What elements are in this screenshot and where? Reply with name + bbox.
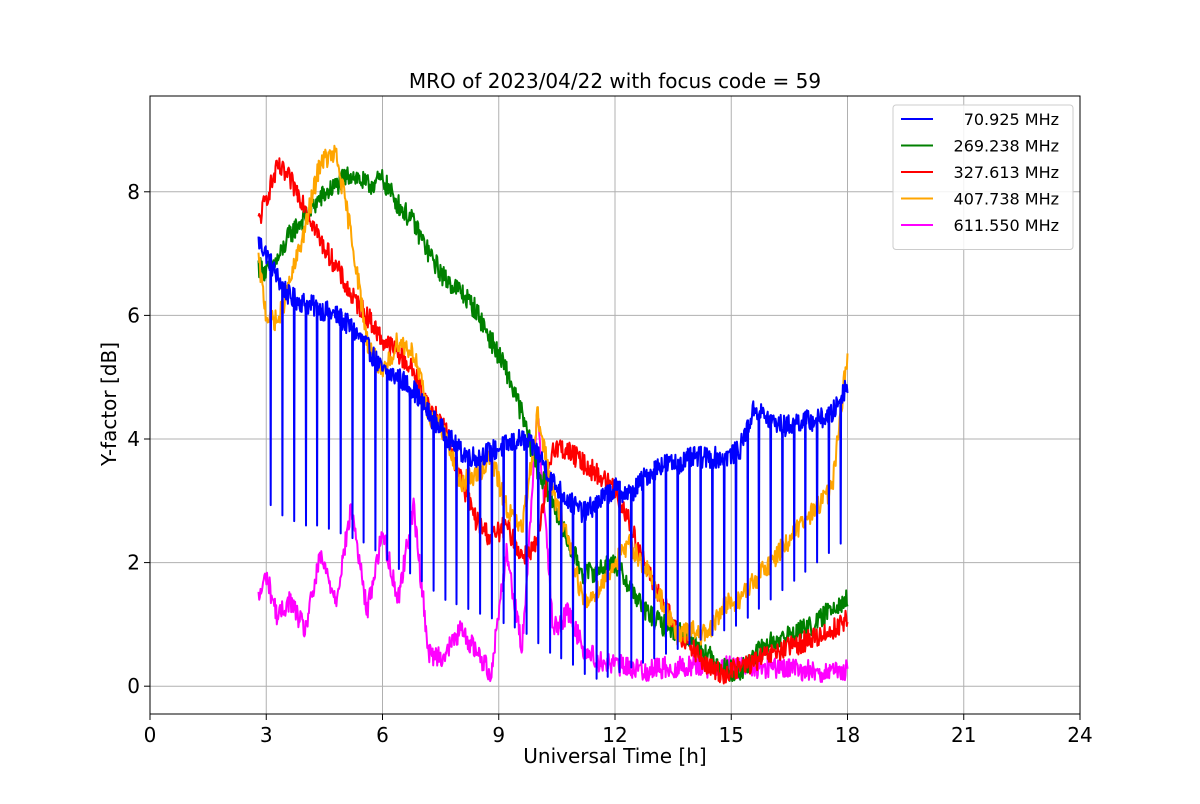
x-tick-label: 0 [144, 723, 157, 747]
y-tick-label: 6 [127, 303, 140, 327]
x-tick-label: 6 [376, 723, 389, 747]
x-tick-label: 24 [1067, 723, 1092, 747]
x-tick-label: 3 [260, 723, 273, 747]
legend-label: 611.550 MHz [954, 216, 1059, 235]
legend-label: 327.613 MHz [954, 163, 1059, 182]
y-tick-label: 4 [127, 427, 140, 451]
series-layer [257, 144, 849, 685]
y-tick-label: 2 [127, 551, 140, 575]
x-axis-label: Universal Time [h] [523, 744, 706, 768]
legend-label: 70.925 MHz [964, 110, 1059, 129]
series-line [257, 144, 849, 646]
chart-title: MRO of 2023/04/22 with focus code = 59 [409, 69, 821, 93]
legend-label: 269.238 MHz [954, 137, 1059, 156]
y-tick-label: 0 [127, 674, 140, 698]
x-tick-label: 15 [719, 723, 744, 747]
legend: 70.925 MHz 269.238 MHz 327.613 MHz 407.738 … [892, 104, 1074, 250]
y-axis-label: Y-factor [dB] [97, 342, 121, 467]
x-tick-label: 9 [492, 723, 505, 747]
y-tick-label: 8 [127, 180, 140, 204]
x-tick-label: 21 [951, 723, 976, 747]
legend-box [892, 104, 1074, 250]
x-tick-label: 12 [602, 723, 627, 747]
series-line [257, 236, 849, 680]
x-tick-label: 18 [835, 723, 860, 747]
legend-label: 407.738 MHz [954, 190, 1059, 209]
series-line [257, 157, 849, 685]
